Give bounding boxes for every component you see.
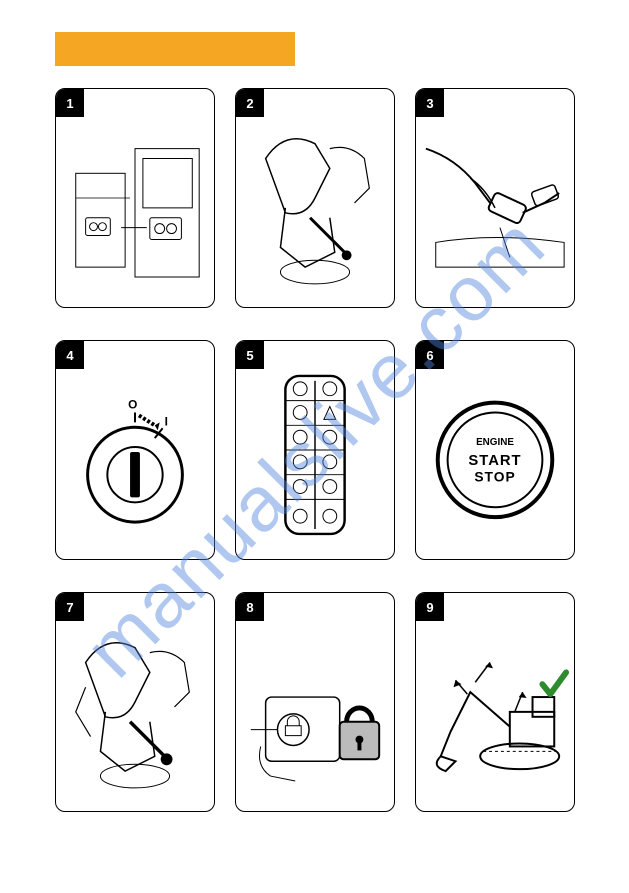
card-servo-lock: 8 (235, 592, 395, 812)
engine-text-2: START (468, 453, 521, 469)
card-engine-button: 6 ENGINE START STOP (415, 340, 575, 560)
instruction-grid: 1 2 3 (55, 88, 575, 812)
card-seat-controls: 2 (235, 88, 395, 308)
engine-text-1: ENGINE (476, 437, 514, 448)
card-control-lever: 7 (55, 592, 215, 812)
warning-panel-illustration (236, 341, 394, 559)
svg-text:O: O (128, 398, 137, 412)
engine-text-3: STOP (474, 469, 515, 485)
seat-belt-illustration (416, 89, 574, 307)
card-ignition-key: 4 O I (55, 340, 215, 560)
card-warning-panel: 5 (235, 340, 395, 560)
card-isolator-switches: 1 (55, 88, 215, 308)
isolator-panel-illustration (56, 89, 214, 307)
engine-button-illustration: ENGINE START STOP (416, 341, 574, 559)
svg-text:I: I (165, 414, 168, 428)
card-seat-belt: 3 (415, 88, 575, 308)
header-bar (55, 32, 295, 66)
control-lever-illustration (56, 593, 214, 811)
servo-lock-illustration (236, 593, 394, 811)
card-excavator-check: 9 (415, 592, 575, 812)
seat-controls-illustration (236, 89, 394, 307)
ignition-key-illustration: O I (56, 341, 214, 559)
excavator-illustration (416, 593, 574, 811)
